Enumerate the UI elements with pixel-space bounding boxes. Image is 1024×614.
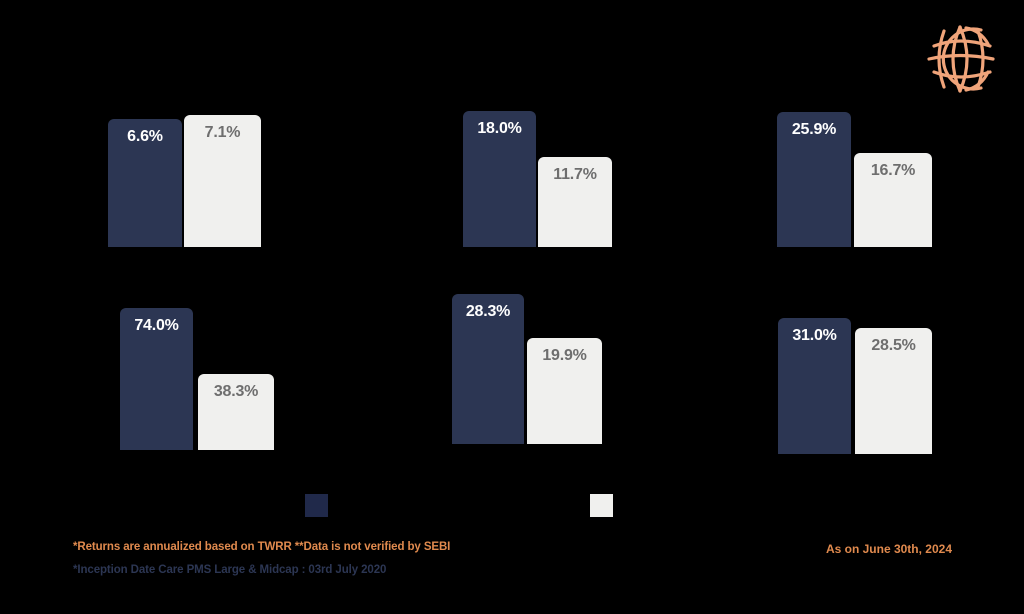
bar-panel1-dark[interactable]: 6.6%: [108, 119, 182, 247]
bar-value-label: 6.6%: [127, 128, 163, 145]
footnote-line-1: *Returns are annualized based on TWRR **…: [73, 541, 451, 553]
bar-value-label: 16.7%: [870, 162, 916, 179]
bar-group-4: 74.0% 38.3%: [120, 308, 275, 450]
bar-value-label: 38.3%: [213, 383, 259, 400]
bar-panel6-light[interactable]: 28.5%: [855, 328, 932, 454]
bar-value-label: 7.1%: [204, 124, 241, 141]
bar-group-5: 28.3% 19.9%: [452, 294, 602, 444]
bar-panel5-light[interactable]: 19.9%: [527, 338, 602, 444]
bar-value-label: 28.3%: [465, 303, 511, 320]
bar-panel1-light[interactable]: 7.1%: [184, 115, 261, 247]
bar-value-label: 18.0%: [477, 120, 522, 137]
footnote-line-2: *Inception Date Care PMS Large & Midcap …: [73, 564, 387, 576]
bar-group-6: 31.0% 28.5%: [778, 318, 933, 454]
bar-value-label: 19.9%: [542, 347, 587, 364]
bar-value-label: 74.0%: [134, 317, 179, 334]
globe-wireframe-logo: [918, 22, 1002, 96]
bar-panel4-light[interactable]: 38.3%: [198, 374, 274, 450]
bar-value-label: 28.5%: [871, 337, 916, 354]
as-on-date: As on June 30th, 2024: [825, 542, 952, 556]
bar-value-label: 11.7%: [553, 166, 597, 183]
legend-swatch-portfolio[interactable]: [305, 494, 328, 517]
legend-swatch-benchmark[interactable]: [590, 494, 613, 517]
bar-panel3-dark[interactable]: 25.9%: [777, 112, 851, 247]
bar-group-1: 6.6% 7.1%: [108, 115, 263, 247]
bar-panel2-dark[interactable]: 18.0%: [463, 111, 536, 247]
bar-panel3-light[interactable]: 16.7%: [854, 153, 932, 247]
bar-value-label: 31.0%: [792, 327, 837, 344]
bar-panel5-dark[interactable]: 28.3%: [452, 294, 524, 444]
bar-group-3: 25.9% 16.7%: [777, 112, 933, 247]
bar-group-2: 18.0% 11.7%: [463, 111, 613, 247]
bar-value-label: 25.9%: [791, 121, 837, 138]
bar-panel4-dark[interactable]: 74.0%: [120, 308, 193, 450]
bar-panel6-dark[interactable]: 31.0%: [778, 318, 851, 454]
bar-panel2-light[interactable]: 11.7%: [538, 157, 612, 247]
